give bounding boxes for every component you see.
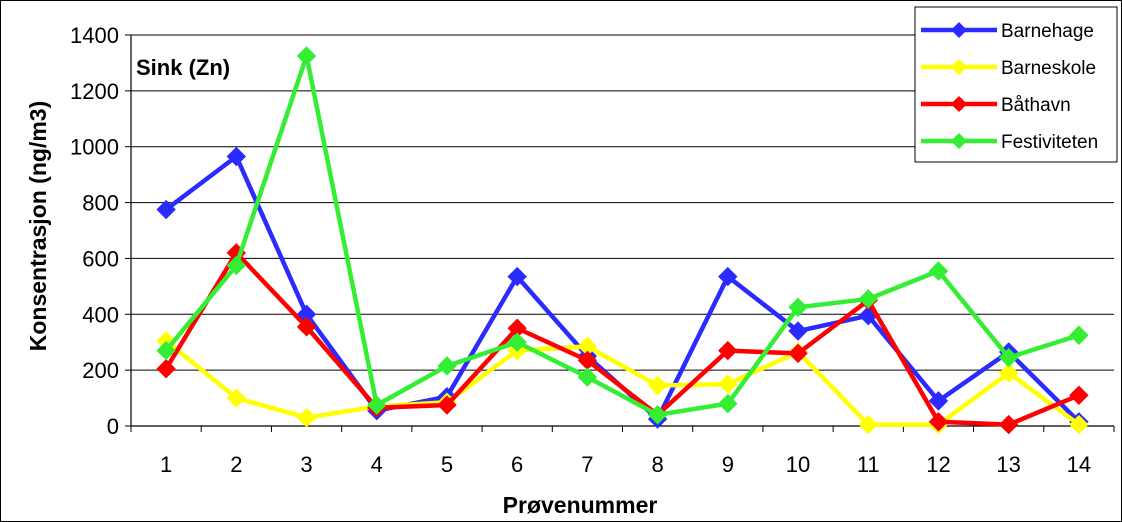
data-point bbox=[156, 359, 176, 379]
data-point bbox=[788, 321, 808, 341]
legend-label: Båthavn bbox=[1001, 95, 1071, 116]
x-tick-label: 7 bbox=[581, 452, 593, 477]
data-point bbox=[647, 405, 668, 425]
data-point bbox=[998, 414, 1019, 435]
y-tick-label: 1000 bbox=[70, 135, 119, 160]
data-point bbox=[718, 374, 738, 394]
data-point bbox=[226, 255, 247, 276]
series-layer bbox=[156, 46, 1089, 435]
legend-box bbox=[914, 6, 1118, 163]
data-point bbox=[577, 367, 598, 387]
data-point bbox=[998, 363, 1019, 383]
series-båthavn bbox=[156, 243, 1089, 435]
data-point bbox=[226, 388, 247, 408]
data-point bbox=[437, 356, 457, 376]
data-point bbox=[296, 407, 317, 428]
x-tick-label: 14 bbox=[1067, 452, 1091, 477]
data-point bbox=[788, 343, 808, 364]
legend: Barnehage Barneskole Båthavn Festiviteten bbox=[914, 6, 1118, 163]
x-tick-label: 3 bbox=[300, 452, 312, 477]
data-point bbox=[226, 146, 247, 167]
y-tick-label: 1200 bbox=[70, 79, 119, 104]
x-tick-label: 10 bbox=[786, 452, 810, 477]
x-axis-label: Prøvenummer bbox=[503, 492, 658, 518]
series-line bbox=[164, 339, 1081, 427]
legend-item: Barneskole bbox=[921, 58, 1096, 79]
legend-item: Barnehage bbox=[921, 21, 1094, 42]
legend-swatch-marker bbox=[951, 133, 967, 149]
data-point bbox=[1069, 414, 1089, 435]
plot-area bbox=[125, 34, 1115, 432]
data-point bbox=[647, 375, 668, 396]
data-point bbox=[998, 347, 1019, 368]
x-tick-label: 13 bbox=[996, 452, 1020, 477]
x-tick-label: 5 bbox=[441, 452, 453, 477]
legend-swatch-marker bbox=[951, 59, 967, 75]
x-tick-labels: 1 2 3 4 5 6 7 8 9 10 11 12 13 14 bbox=[160, 452, 1091, 477]
y-tick-label: 400 bbox=[82, 302, 119, 327]
data-point bbox=[507, 332, 527, 352]
data-point bbox=[858, 414, 878, 435]
y-tick-label: 800 bbox=[82, 191, 119, 216]
data-point bbox=[718, 393, 738, 414]
data-point bbox=[296, 46, 317, 66]
legend-items: Barnehage Barneskole Båthavn Festiviteten bbox=[921, 21, 1098, 153]
x-tick-label: 4 bbox=[371, 452, 383, 477]
legend-label: Barneskole bbox=[1001, 58, 1096, 79]
legend-label: Barnehage bbox=[1001, 21, 1094, 42]
y-tick-label: 600 bbox=[82, 246, 119, 271]
y-tick-labels: 0 200 400 600 800 1000 1200 1400 bbox=[70, 23, 119, 439]
data-point bbox=[507, 266, 527, 287]
x-tick-label: 2 bbox=[230, 452, 242, 477]
data-point bbox=[437, 395, 457, 415]
y-tick-label: 200 bbox=[82, 358, 119, 383]
data-point bbox=[928, 391, 949, 411]
x-tick-label: 9 bbox=[722, 452, 734, 477]
data-point bbox=[1069, 325, 1089, 345]
legend-item: Festiviteten bbox=[921, 132, 1098, 153]
legend-swatch-marker bbox=[951, 22, 967, 38]
data-point bbox=[928, 412, 949, 432]
series-line bbox=[164, 250, 1080, 427]
data-point bbox=[718, 266, 738, 287]
data-point bbox=[718, 340, 738, 361]
series-festiviteten bbox=[156, 46, 1089, 425]
legend-item: Båthavn bbox=[921, 95, 1071, 116]
x-tick-label: 12 bbox=[926, 452, 950, 477]
data-point bbox=[156, 199, 176, 220]
data-point bbox=[788, 297, 808, 318]
chart-title: Sink (Zn) bbox=[136, 55, 230, 80]
series-line bbox=[164, 53, 1080, 418]
x-tick-label: 11 bbox=[857, 452, 880, 477]
x-tick-label: 8 bbox=[651, 452, 663, 477]
data-point bbox=[296, 317, 317, 337]
data-point bbox=[928, 261, 949, 281]
data-point bbox=[367, 395, 387, 415]
legend-swatch-marker bbox=[951, 96, 967, 112]
y-tick-label: 0 bbox=[107, 414, 119, 439]
data-point bbox=[858, 289, 878, 309]
legend-label: Festiviteten bbox=[1001, 132, 1098, 153]
x-tick-label: 6 bbox=[511, 452, 523, 477]
y-axis-label: Konsentrasjon (ng/m3) bbox=[25, 101, 51, 351]
y-tick-label: 1400 bbox=[70, 23, 119, 48]
data-point bbox=[1069, 385, 1089, 405]
data-point bbox=[156, 340, 176, 361]
x-tick-label: 1 bbox=[160, 452, 172, 477]
